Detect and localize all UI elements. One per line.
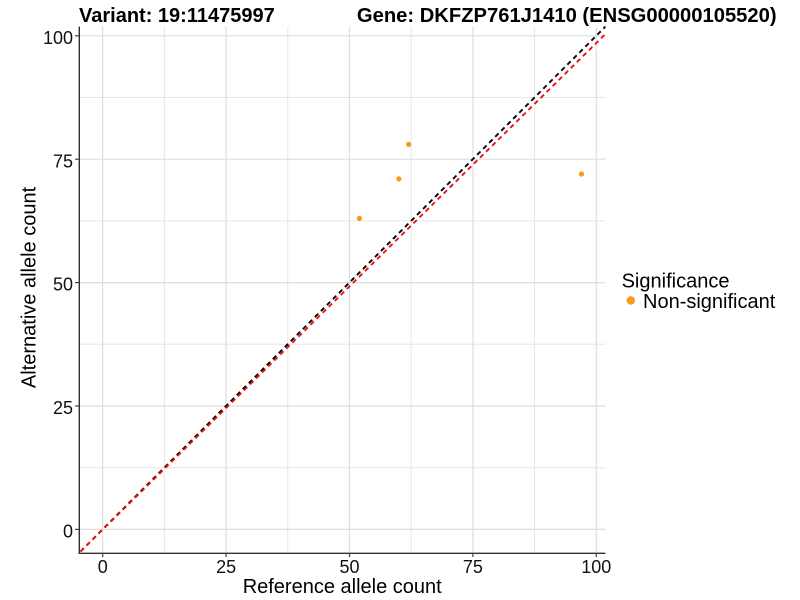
svg-text:0: 0 — [63, 522, 73, 542]
svg-text:100: 100 — [581, 557, 611, 577]
svg-text:25: 25 — [53, 398, 73, 418]
svg-text:100: 100 — [43, 28, 73, 48]
svg-text:Reference allele count: Reference allele count — [243, 576, 442, 598]
svg-text:50: 50 — [53, 275, 73, 295]
svg-text:25: 25 — [216, 557, 236, 577]
svg-text:0: 0 — [98, 557, 108, 577]
svg-text:75: 75 — [463, 557, 483, 577]
svg-text:Variant: 19:11475997: Variant: 19:11475997 — [79, 5, 275, 27]
svg-text:75: 75 — [53, 151, 73, 171]
svg-text:Alternative allele count: Alternative allele count — [19, 186, 41, 388]
svg-text:Non-significant: Non-significant — [643, 291, 776, 313]
svg-text:Gene: DKFZP761J1410 (ENSG00000: Gene: DKFZP761J1410 (ENSG00000105520) — [357, 5, 777, 27]
svg-text:Significance: Significance — [622, 271, 730, 293]
svg-text:50: 50 — [339, 557, 359, 577]
